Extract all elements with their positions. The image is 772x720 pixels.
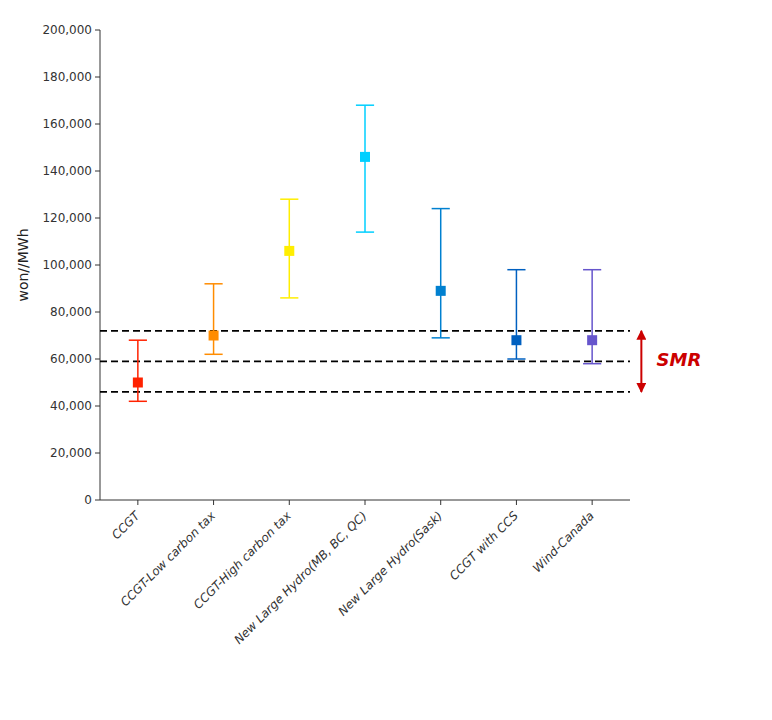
x-tick [137, 500, 138, 505]
y-tick [95, 77, 100, 78]
error-bar-cap-top [507, 269, 525, 271]
point [133, 378, 143, 388]
y-tick [95, 500, 100, 501]
x-tick-label: Wind-Canada [530, 509, 597, 576]
error-bar-cap-top [583, 269, 601, 271]
chart: 0 20,000 40,000 60,000 80,000 100,000 120,000 1… [0, 0, 772, 720]
y-tick-label: 160,000 [42, 117, 92, 131]
y-tick [95, 312, 100, 313]
error-bar-stem [440, 209, 442, 338]
x-tick [289, 500, 290, 505]
y-tick-label: 40,000 [50, 399, 92, 413]
x-tick-label: CCGT with CCS [447, 508, 522, 583]
point [209, 331, 219, 341]
point [360, 152, 370, 162]
reference-line [100, 360, 630, 362]
error-bar-cap-bottom [583, 363, 601, 365]
y-tick-label: 100,000 [42, 258, 92, 272]
error-bar [583, 270, 601, 364]
x-tick-label: CCGT [109, 508, 144, 543]
x-tick [516, 500, 517, 505]
error-bar-stem [516, 270, 518, 359]
y-tick [95, 406, 100, 407]
x-tick [592, 500, 593, 505]
y-tick-label: 60,000 [50, 352, 92, 366]
error-bar-cap-bottom [204, 354, 222, 356]
y-tick [95, 30, 100, 31]
error-bar-cap-bottom [507, 358, 525, 360]
error-bar-stem [364, 105, 366, 232]
error-bar-cap-top [432, 208, 450, 210]
point [511, 335, 521, 345]
x-tick-label: New Large Hydro(Sask) [335, 509, 445, 619]
x-tick [365, 500, 366, 505]
reference-line [100, 391, 630, 393]
x-tick [213, 500, 214, 505]
y-tick-label: 180,000 [42, 70, 92, 84]
error-bar-stem [213, 284, 215, 355]
error-bar [129, 340, 147, 401]
axes: 0 20,000 40,000 60,000 80,000 100,000 120,000 1… [42, 23, 630, 647]
y-tick-label: 20,000 [50, 446, 92, 460]
y-tick-label: 80,000 [50, 305, 92, 319]
error-bar-cap-bottom [129, 401, 147, 403]
plot-area [100, 105, 630, 401]
reference-line [100, 330, 630, 332]
annotation-label: SMR [657, 349, 702, 370]
error-bar-cap-top [280, 198, 298, 200]
x-tick [440, 500, 441, 505]
y-tick [95, 218, 100, 219]
x-tick-label: New Large Hydro(MB, BC, QC) [231, 509, 369, 647]
annotation-arrow [640, 331, 642, 392]
point [587, 335, 597, 345]
y-tick-label: 0 [84, 493, 92, 507]
y-tick [95, 124, 100, 125]
error-bar [507, 270, 525, 359]
point [436, 286, 446, 296]
y-tick [95, 171, 100, 172]
point [284, 246, 294, 256]
error-bar-cap-top [204, 283, 222, 285]
y-tick [95, 265, 100, 266]
error-bar-cap-top [356, 104, 374, 106]
error-bar [432, 209, 450, 338]
error-bar-cap-top [129, 339, 147, 341]
error-bar-stem [137, 340, 139, 401]
y-tick [95, 453, 100, 454]
y-axis-label: won//MWh [15, 228, 31, 301]
error-bar [356, 105, 374, 232]
error-bar [280, 199, 298, 298]
y-tick [95, 359, 100, 360]
error-bar-cap-bottom [356, 231, 374, 233]
error-bar-cap-bottom [280, 297, 298, 299]
y-tick-label: 200,000 [42, 23, 92, 37]
y-tick-label: 140,000 [42, 164, 92, 178]
y-tick-label: 120,000 [42, 211, 92, 225]
error-bar-cap-bottom [432, 337, 450, 339]
error-bar-stem [591, 270, 593, 364]
error-bar [204, 284, 222, 355]
